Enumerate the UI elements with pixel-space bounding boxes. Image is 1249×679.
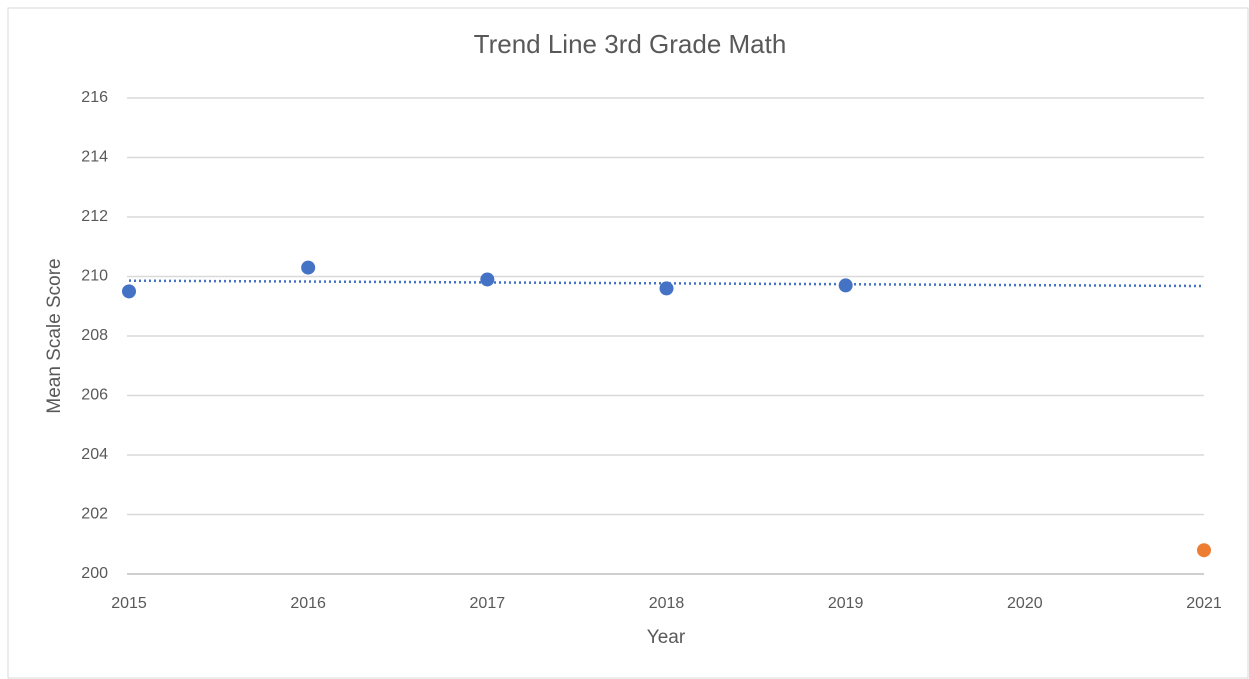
point bbox=[838, 278, 853, 293]
y-tick-label: 214 bbox=[81, 149, 108, 166]
point bbox=[1197, 543, 1211, 558]
x-tick-label: 2015 bbox=[111, 595, 147, 612]
y-tick-label: 204 bbox=[81, 446, 108, 463]
y-tick-label: 208 bbox=[81, 327, 108, 344]
x-tick-label: 2020 bbox=[1007, 595, 1043, 612]
x-tick-label: 2016 bbox=[290, 595, 326, 612]
x-tick-label: 2017 bbox=[470, 595, 506, 612]
trendline bbox=[128, 279, 1205, 288]
x-tick-label: 2019 bbox=[828, 595, 864, 612]
point bbox=[301, 260, 316, 275]
y-tick-label: 210 bbox=[81, 268, 108, 285]
y-tick-label: 212 bbox=[81, 208, 108, 225]
y-tick-label: 206 bbox=[81, 387, 108, 404]
y-tick-label: 216 bbox=[81, 89, 108, 106]
x-axis-label: Year bbox=[647, 627, 686, 648]
y-axis-label: Mean Scale Score bbox=[44, 258, 65, 413]
point bbox=[480, 272, 495, 287]
y-tick-label: 200 bbox=[81, 565, 108, 582]
chart-frame bbox=[7, 7, 1249, 679]
y-tick-label: 202 bbox=[81, 506, 108, 523]
x-tick-label: 2018 bbox=[649, 595, 685, 612]
chart-title: Trend Line 3rd Grade Math bbox=[474, 29, 787, 59]
point bbox=[659, 281, 674, 296]
point bbox=[122, 284, 136, 299]
x-tick-label: 2021 bbox=[1186, 595, 1222, 612]
